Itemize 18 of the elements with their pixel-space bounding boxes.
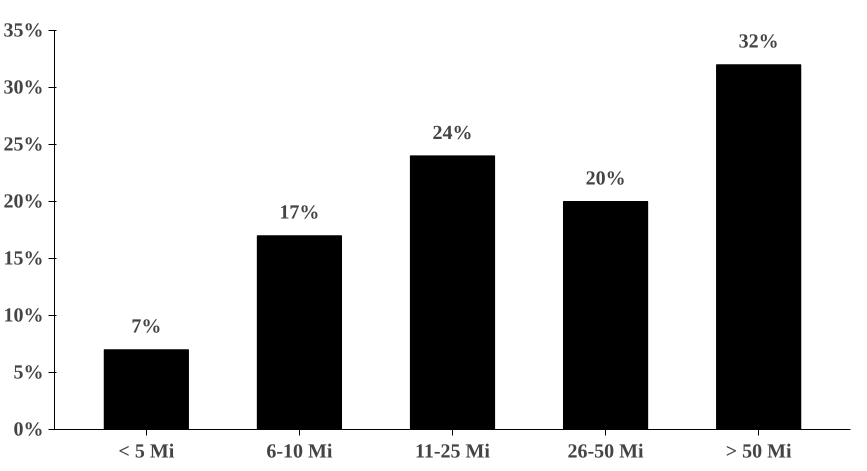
data-label: 20%	[586, 168, 626, 190]
data-label: 32%	[738, 30, 779, 53]
y-tick-label: 10%	[4, 304, 44, 326]
x-tick-label: > 50 Mi	[726, 440, 792, 462]
x-tick-label: 6-10 Mi	[266, 440, 333, 462]
y-tick-label: 25%	[4, 134, 44, 156]
y-tick-label: 35%	[4, 20, 44, 42]
data-label: 7%	[131, 316, 162, 338]
data-label: 24%	[432, 122, 472, 144]
y-tick-label: 15%	[4, 248, 44, 270]
y-tick-label: 0%	[14, 418, 44, 440]
y-tick-label: 20%	[4, 190, 44, 212]
data-label: 17%	[279, 202, 320, 224]
x-tick-label: 11-25 Mi	[415, 440, 490, 462]
y-tick-label: 5%	[14, 362, 44, 384]
y-tick-label: 30%	[4, 76, 44, 98]
x-tick-label: < 5 Mi	[118, 440, 175, 462]
x-tick-label: 26-50 Mi	[568, 440, 644, 462]
